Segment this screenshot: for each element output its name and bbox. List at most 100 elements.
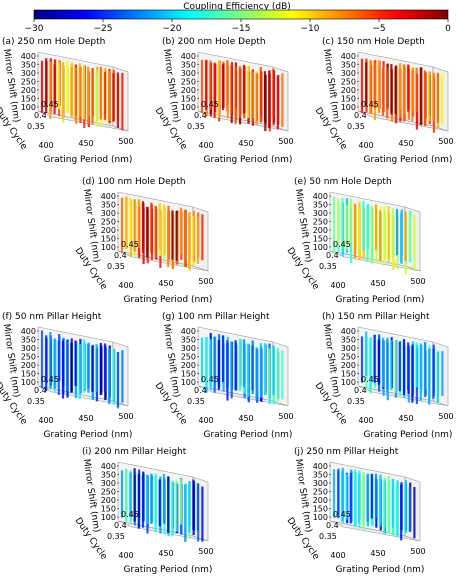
z-tick-label: 300	[341, 69, 356, 78]
y-tick-label: 0.45	[201, 375, 219, 384]
colorbar: Coupling Efficiency (dB) −30 −25 −20 −15 −10…	[25, 2, 452, 34]
x-tick-label: 400	[198, 141, 213, 150]
colorbar-ticks: −30 −25 −20 −15 −10 −5 0	[25, 19, 451, 34]
z-tick-label: 350	[21, 61, 36, 70]
z-tick-label: 250	[181, 353, 196, 362]
z-tick-label: 350	[341, 61, 356, 70]
z-tick-label: 250	[101, 218, 116, 227]
x-tick-label: 400	[118, 281, 133, 290]
panel-title: (c) 150 nm Hole Depth	[322, 37, 425, 47]
z-tick-label: 350	[341, 336, 356, 345]
side-pane	[192, 206, 209, 272]
data-bars	[360, 58, 444, 133]
colorbar-tick-label: −20	[163, 24, 182, 34]
colorbar-tick-label: −30	[25, 24, 44, 34]
z-tick-label: 150	[21, 370, 36, 379]
z-tick-label: 300	[313, 479, 328, 488]
z-tick-label: 150	[341, 370, 356, 379]
z-tick-label: 250	[101, 488, 116, 497]
z-tick-label: 200	[101, 226, 116, 235]
z-tick-label: 250	[21, 353, 36, 362]
z-tick-label: 250	[181, 78, 196, 87]
y-tick-label: 0.35	[107, 262, 125, 271]
y-tick-label: 0.45	[361, 375, 379, 384]
x-tick-label: 400	[118, 551, 133, 560]
x-tick-label: 500	[198, 277, 213, 286]
x-axis-label: Grating Period (nm)	[364, 430, 453, 440]
side-pane	[112, 66, 129, 132]
z-tick-label: 250	[341, 78, 356, 87]
x-axis-label: Grating Period (nm)	[204, 430, 293, 440]
data-bars	[120, 468, 204, 543]
z-tick-label: 100	[181, 103, 196, 112]
z-tick-label: 400	[181, 327, 196, 336]
y-tick-label: 0.35	[319, 532, 337, 541]
panel-title: (i) 200 nm Pillar Height	[82, 447, 187, 457]
side-pane	[272, 341, 289, 407]
x-tick-label: 450	[78, 139, 93, 148]
colorbar-tick-label: −10	[301, 24, 320, 34]
y-tick-label: 0.35	[347, 122, 365, 131]
y-tick-label: 0.45	[333, 510, 351, 519]
x-tick-label: 450	[78, 414, 93, 423]
colorbar-title: Coupling Efficiency (dB)	[183, 2, 291, 12]
x-axis-label: Grating Period (nm)	[336, 565, 425, 575]
y-tick-label: 0.4	[34, 111, 47, 120]
x-axis-label: Grating Period (nm)	[204, 155, 293, 165]
y-tick-label: 0.4	[194, 386, 207, 395]
x-axis-label: Grating Period (nm)	[124, 295, 213, 305]
y-tick-label: 0.35	[187, 397, 205, 406]
z-tick-label: 400	[21, 52, 36, 61]
side-pane	[404, 476, 421, 542]
data-bars	[200, 59, 284, 132]
y-tick-label: 0.4	[326, 521, 339, 530]
panel-h: (h) 150 nm Pillar Height4003503002502001…	[313, 312, 454, 440]
y-tick-label: 0.45	[41, 375, 59, 384]
x-tick-label: 500	[118, 412, 133, 421]
z-tick-label: 100	[21, 103, 36, 112]
z-tick-label: 400	[21, 327, 36, 336]
y-tick-label: 0.45	[201, 100, 219, 109]
z-tick-label: 350	[181, 336, 196, 345]
panel-title: (f) 50 nm Pillar Height	[2, 312, 102, 322]
side-pane	[404, 206, 421, 272]
panel-i: (i) 200 nm Pillar Height4003503002502001…	[73, 447, 214, 575]
z-tick-label: 400	[341, 327, 356, 336]
panel-title: (e) 50 nm Hole Depth	[294, 177, 392, 187]
y-tick-label: 0.4	[34, 386, 47, 395]
x-tick-label: 400	[38, 416, 53, 425]
x-tick-label: 400	[330, 551, 345, 560]
panel-b: (b) 200 nm Hole Depth4003503002502001501…	[153, 37, 294, 165]
z-tick-label: 150	[181, 370, 196, 379]
x-tick-label: 500	[198, 547, 213, 556]
panel-e: (e) 50 nm Hole Depth40035030025020015010…	[285, 177, 426, 305]
panel-title: (h) 150 nm Pillar Height	[322, 312, 430, 322]
z-tick-label: 200	[21, 86, 36, 95]
y-tick-label: 0.35	[319, 262, 337, 271]
x-tick-label: 450	[158, 549, 173, 558]
z-tick-label: 200	[341, 86, 356, 95]
x-tick-label: 400	[330, 281, 345, 290]
y-tick-label: 0.4	[194, 111, 207, 120]
z-tick-label: 100	[101, 513, 116, 522]
panel-c: (c) 150 nm Hole Depth4003503002502001501…	[313, 37, 454, 165]
x-tick-label: 500	[438, 412, 453, 421]
x-tick-label: 450	[370, 549, 385, 558]
z-tick-label: 300	[21, 344, 36, 353]
y-tick-label: 0.45	[361, 100, 379, 109]
z-tick-label: 300	[101, 479, 116, 488]
y-tick-label: 0.35	[107, 532, 125, 541]
z-tick-label: 150	[313, 505, 328, 514]
y-tick-label: 0.45	[41, 100, 59, 109]
z-tick-label: 350	[101, 201, 116, 210]
z-tick-label: 300	[101, 209, 116, 218]
y-tick-label: 0.4	[326, 251, 339, 260]
panel-title: (a) 250 nm Hole Depth	[2, 37, 105, 47]
x-tick-label: 400	[358, 141, 373, 150]
y-tick-label: 0.45	[121, 240, 139, 249]
z-tick-label: 350	[21, 336, 36, 345]
data-bars	[360, 331, 444, 405]
x-tick-label: 500	[410, 277, 425, 286]
x-tick-label: 500	[278, 412, 293, 421]
side-pane	[432, 66, 449, 132]
